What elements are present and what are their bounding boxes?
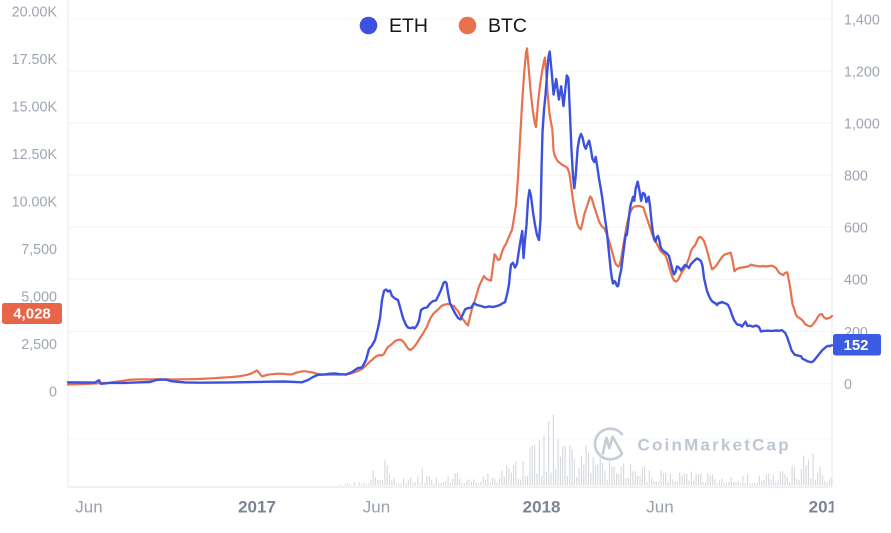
svg-text:15.00K: 15.00K: [12, 99, 58, 115]
svg-text:2017: 2017: [238, 498, 276, 517]
svg-text:600: 600: [844, 221, 868, 237]
svg-text:800: 800: [844, 169, 868, 185]
svg-text:Jun: Jun: [363, 498, 390, 517]
svg-text:4,028: 4,028: [13, 306, 51, 323]
svg-text:ETH: ETH: [389, 15, 428, 37]
svg-text:BTC: BTC: [488, 15, 527, 37]
svg-text:2019: 2019: [809, 498, 847, 517]
svg-text:17.50K: 17.50K: [12, 52, 58, 68]
svg-text:400: 400: [844, 273, 868, 289]
svg-text:2,500: 2,500: [21, 337, 57, 353]
svg-text:7,500: 7,500: [21, 242, 57, 258]
svg-text:2018: 2018: [523, 498, 561, 517]
svg-text:1,400: 1,400: [844, 12, 880, 28]
svg-text:10.00K: 10.00K: [12, 194, 58, 210]
svg-text:5,000: 5,000: [21, 289, 57, 305]
svg-text:Jun: Jun: [646, 498, 673, 517]
svg-text:20.00K: 20.00K: [12, 4, 58, 20]
svg-text:0: 0: [844, 377, 852, 393]
svg-text:0: 0: [49, 384, 57, 400]
svg-text:12.50K: 12.50K: [12, 147, 58, 163]
svg-text:1,200: 1,200: [844, 64, 880, 80]
svg-text:CoinMarketCap: CoinMarketCap: [638, 435, 791, 454]
svg-text:152: 152: [843, 337, 868, 354]
svg-text:1,000: 1,000: [844, 117, 880, 133]
svg-text:Jun: Jun: [75, 498, 102, 517]
